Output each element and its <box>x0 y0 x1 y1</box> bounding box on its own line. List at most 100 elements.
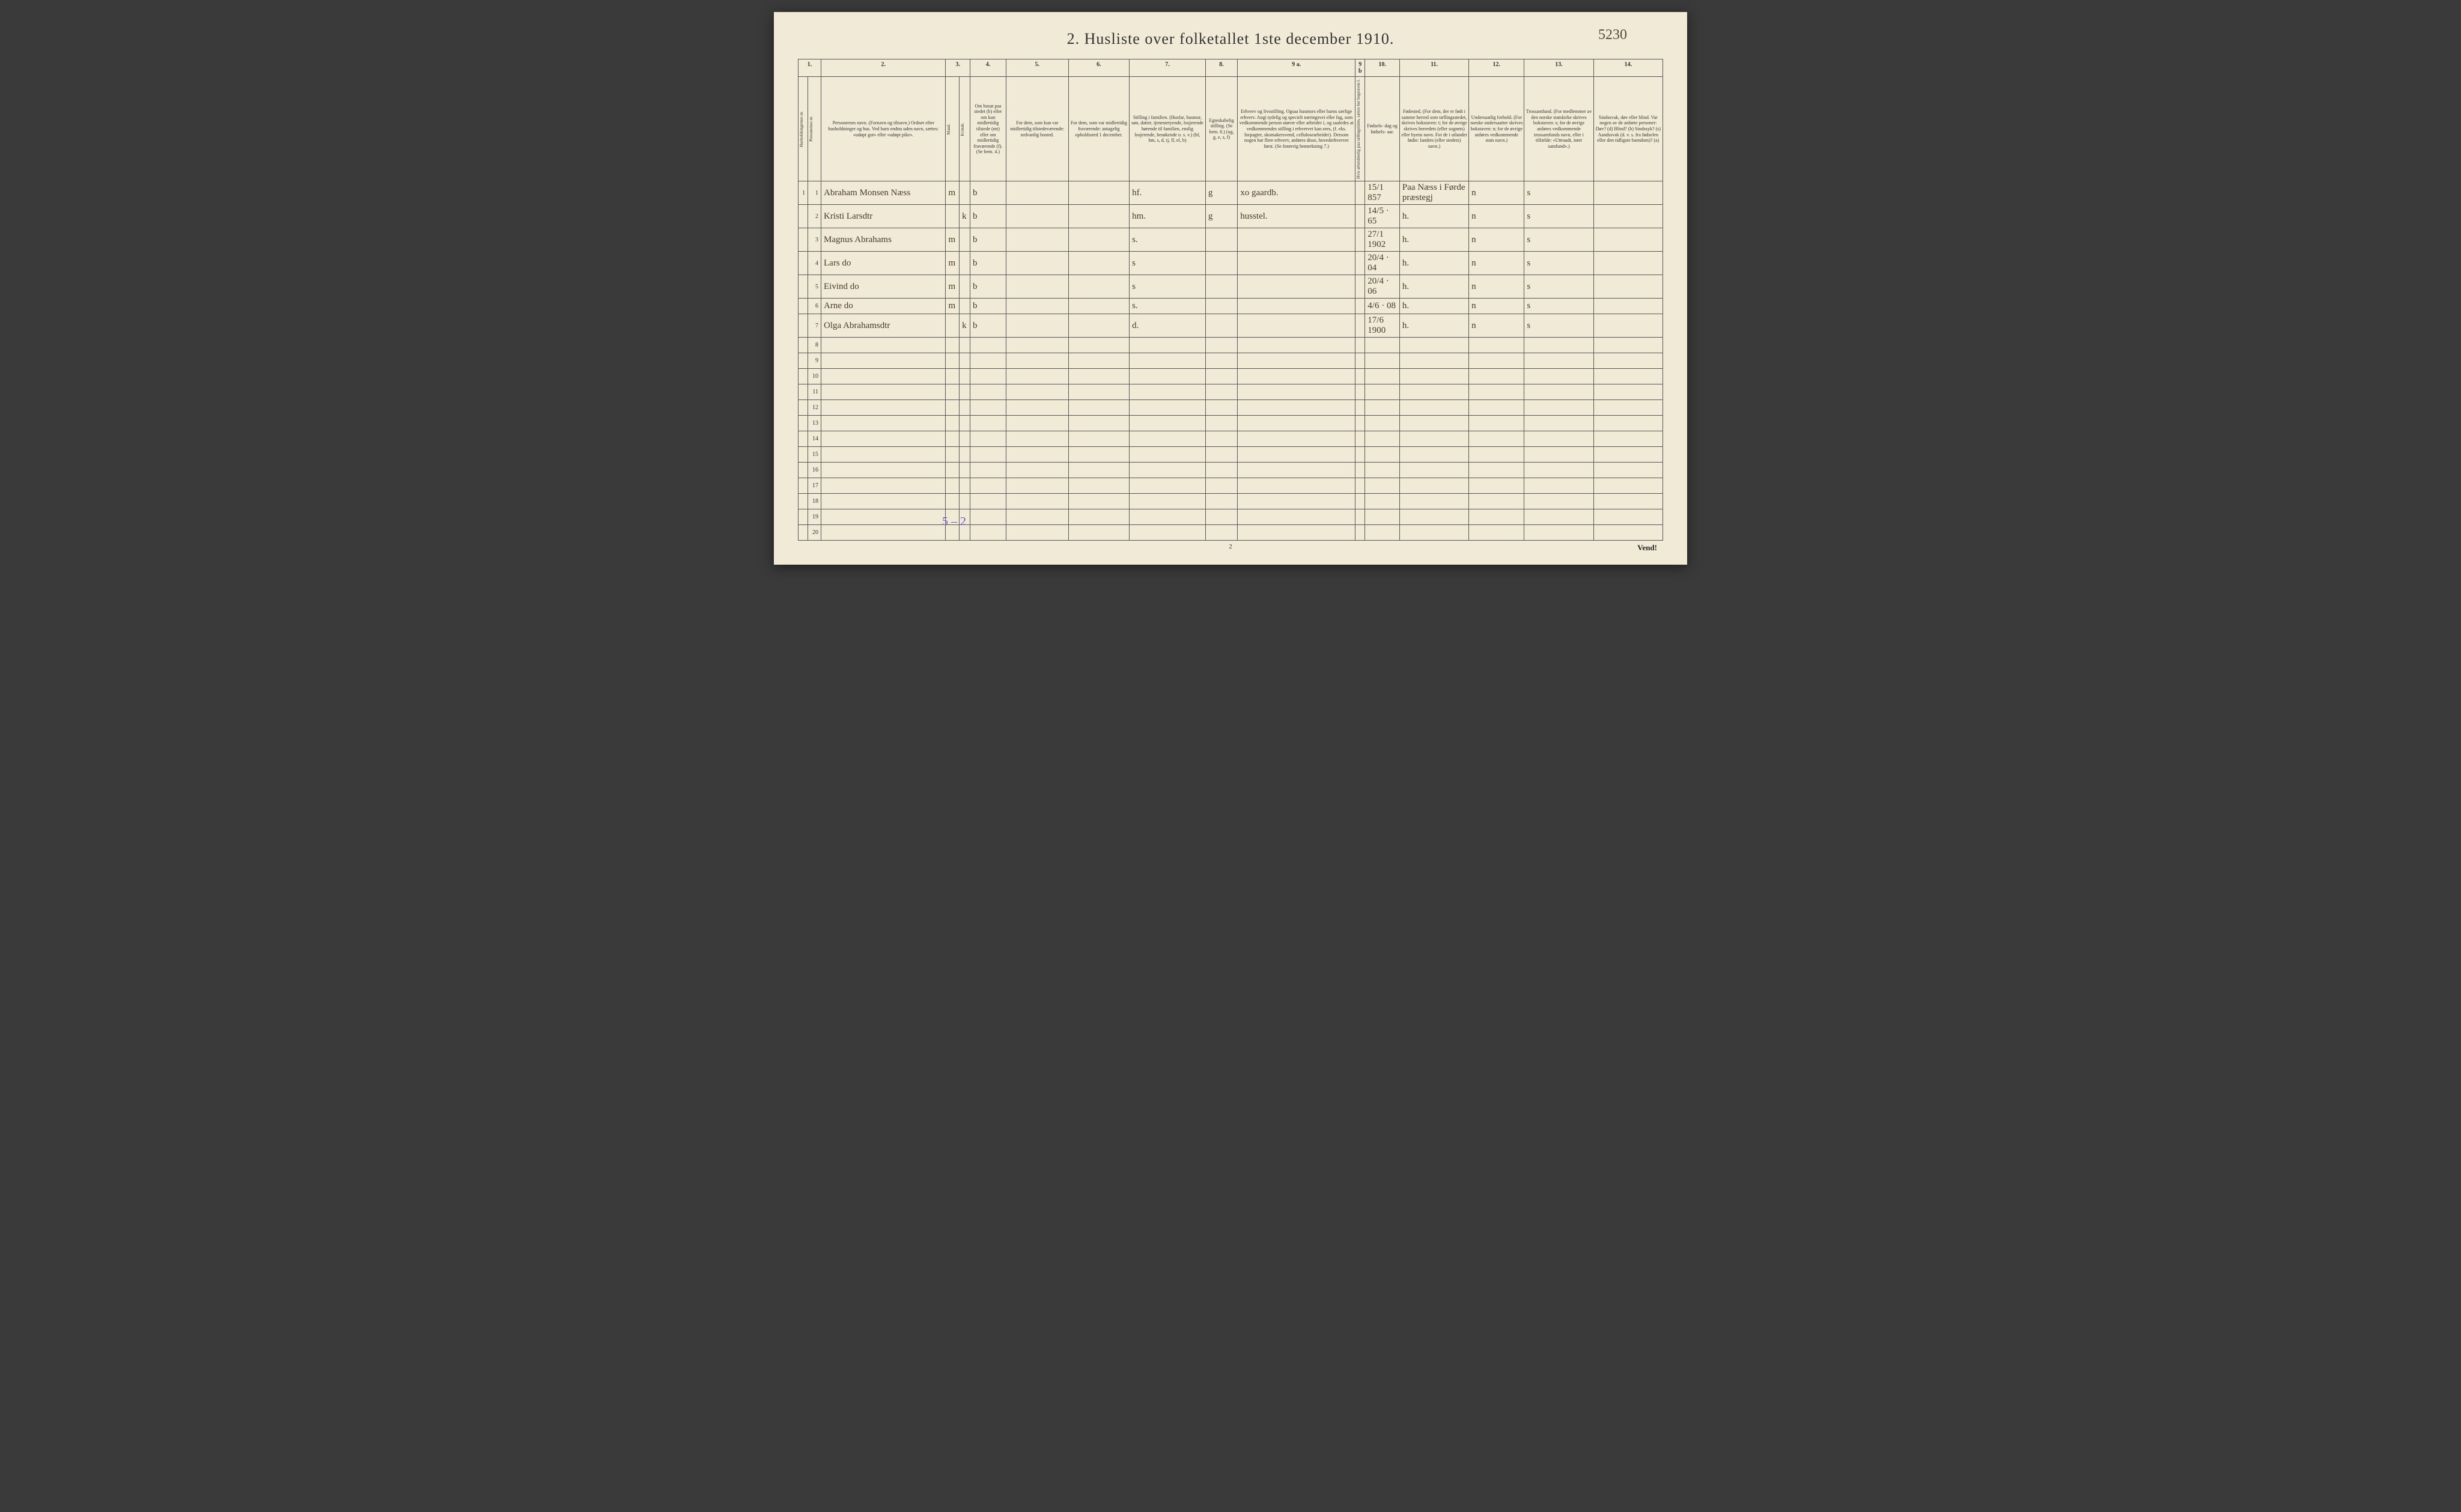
cell-nationality: n <box>1469 228 1524 252</box>
cell-name: Eivind do <box>821 275 946 299</box>
cell-religion: s <box>1524 205 1593 228</box>
cell-name: Magnus Abrahams <box>821 228 946 252</box>
cell-occupation <box>1238 369 1355 384</box>
cell-marital <box>1205 228 1237 252</box>
cell-sex-m <box>946 400 960 416</box>
cell-religion <box>1524 338 1593 353</box>
cell-nationality <box>1469 416 1524 431</box>
cell-birthdate <box>1365 431 1400 447</box>
header-birthdate: Fødsels- dag og fødsels- aar. <box>1365 77 1400 181</box>
table-row: 3Magnus Abrahamsmbs.27/1 1902h.ns <box>799 228 1663 252</box>
cell-usual-residence <box>1006 353 1068 369</box>
cell-marital <box>1205 338 1237 353</box>
cell-usual-residence <box>1006 431 1068 447</box>
cell-household-nr <box>799 400 808 416</box>
cell-marital <box>1205 494 1237 509</box>
cell-occupation <box>1238 525 1355 541</box>
cell-occupation <box>1238 338 1355 353</box>
cell-sex-m: m <box>946 275 960 299</box>
cell-person-nr: 6 <box>808 299 821 314</box>
cell-birthdate <box>1365 416 1400 431</box>
cell-disability <box>1593 228 1662 252</box>
cell-absent-location <box>1068 400 1129 416</box>
cell-religion: s <box>1524 228 1593 252</box>
cell-residence <box>970 463 1006 478</box>
cell-family-position <box>1130 447 1206 463</box>
cell-nationality: n <box>1469 181 1524 205</box>
cell-birthdate <box>1365 494 1400 509</box>
cell-nationality <box>1469 431 1524 447</box>
cell-sex-k <box>960 400 970 416</box>
cell-name <box>821 463 946 478</box>
table-row: 10 <box>799 369 1663 384</box>
cell-birthplace: h. <box>1399 205 1468 228</box>
cell-person-nr: 3 <box>808 228 821 252</box>
cell-family-position <box>1130 509 1206 525</box>
cell-birthplace <box>1399 463 1468 478</box>
table-row: 11 <box>799 384 1663 400</box>
table-row: 19 <box>799 509 1663 525</box>
header-residence: Om bosat paa stedet (b) eller om kun mid… <box>970 77 1006 181</box>
cell-birthplace <box>1399 509 1468 525</box>
table-row: 6Arne dombs.4/6 · 08h.ns <box>799 299 1663 314</box>
cell-unemployed <box>1355 478 1365 494</box>
cell-unemployed <box>1355 416 1365 431</box>
header-disability: Sindssvak, døv eller blind. Var nogen av… <box>1593 77 1662 181</box>
cell-absent-location <box>1068 353 1129 369</box>
cell-unemployed <box>1355 353 1365 369</box>
cell-birthplace <box>1399 431 1468 447</box>
cell-sex-k <box>960 384 970 400</box>
cell-sex-k <box>960 494 970 509</box>
cell-usual-residence <box>1006 384 1068 400</box>
cell-household-nr <box>799 205 808 228</box>
cell-residence: b <box>970 275 1006 299</box>
cell-disability <box>1593 353 1662 369</box>
header-name: Personernes navn. (Fornavn og tilnavn.) … <box>821 77 946 181</box>
cell-birthdate <box>1365 400 1400 416</box>
cell-birthdate <box>1365 463 1400 478</box>
cell-sex-m <box>946 205 960 228</box>
cell-family-position <box>1130 431 1206 447</box>
cell-usual-residence <box>1006 181 1068 205</box>
cell-sex-k <box>960 228 970 252</box>
cell-residence <box>970 416 1006 431</box>
cell-disability <box>1593 314 1662 338</box>
cell-marital <box>1205 353 1237 369</box>
cell-absent-location <box>1068 205 1129 228</box>
cell-religion <box>1524 525 1593 541</box>
table-row: 2Kristi Larsdtrkbhm.ghusstel.14/5 · 65h.… <box>799 205 1663 228</box>
cell-disability <box>1593 299 1662 314</box>
table-row: 16 <box>799 463 1663 478</box>
cell-birthdate <box>1365 369 1400 384</box>
cell-religion: s <box>1524 314 1593 338</box>
cell-usual-residence <box>1006 509 1068 525</box>
col-num-9a: 9 a. <box>1238 59 1355 77</box>
cell-nationality <box>1469 478 1524 494</box>
cell-sex-k <box>960 338 970 353</box>
cell-sex-m <box>946 384 960 400</box>
cell-person-nr: 18 <box>808 494 821 509</box>
table-row: 20 <box>799 525 1663 541</box>
cell-sex-m <box>946 478 960 494</box>
cell-name <box>821 416 946 431</box>
cell-household-nr <box>799 416 808 431</box>
cell-person-nr: 2 <box>808 205 821 228</box>
col-num-4: 4. <box>970 59 1006 77</box>
cell-household-nr <box>799 353 808 369</box>
table-row: 17 <box>799 478 1663 494</box>
header-unemployed: Hvis arbeidsledig paa tællingstiden, sæt… <box>1355 77 1365 181</box>
cell-person-nr: 11 <box>808 384 821 400</box>
cell-name <box>821 509 946 525</box>
cell-household-nr <box>799 431 808 447</box>
cell-religion: s <box>1524 181 1593 205</box>
col-num-9b: 9 b <box>1355 59 1365 77</box>
col-num-11: 11. <box>1399 59 1468 77</box>
cell-name: Arne do <box>821 299 946 314</box>
col-num-12: 12. <box>1469 59 1524 77</box>
cell-nationality <box>1469 525 1524 541</box>
cell-sex-m <box>946 431 960 447</box>
cell-usual-residence <box>1006 252 1068 275</box>
cell-religion <box>1524 400 1593 416</box>
header-religion: Trossamfund. (For medlemmer av den norsk… <box>1524 77 1593 181</box>
cell-name <box>821 400 946 416</box>
